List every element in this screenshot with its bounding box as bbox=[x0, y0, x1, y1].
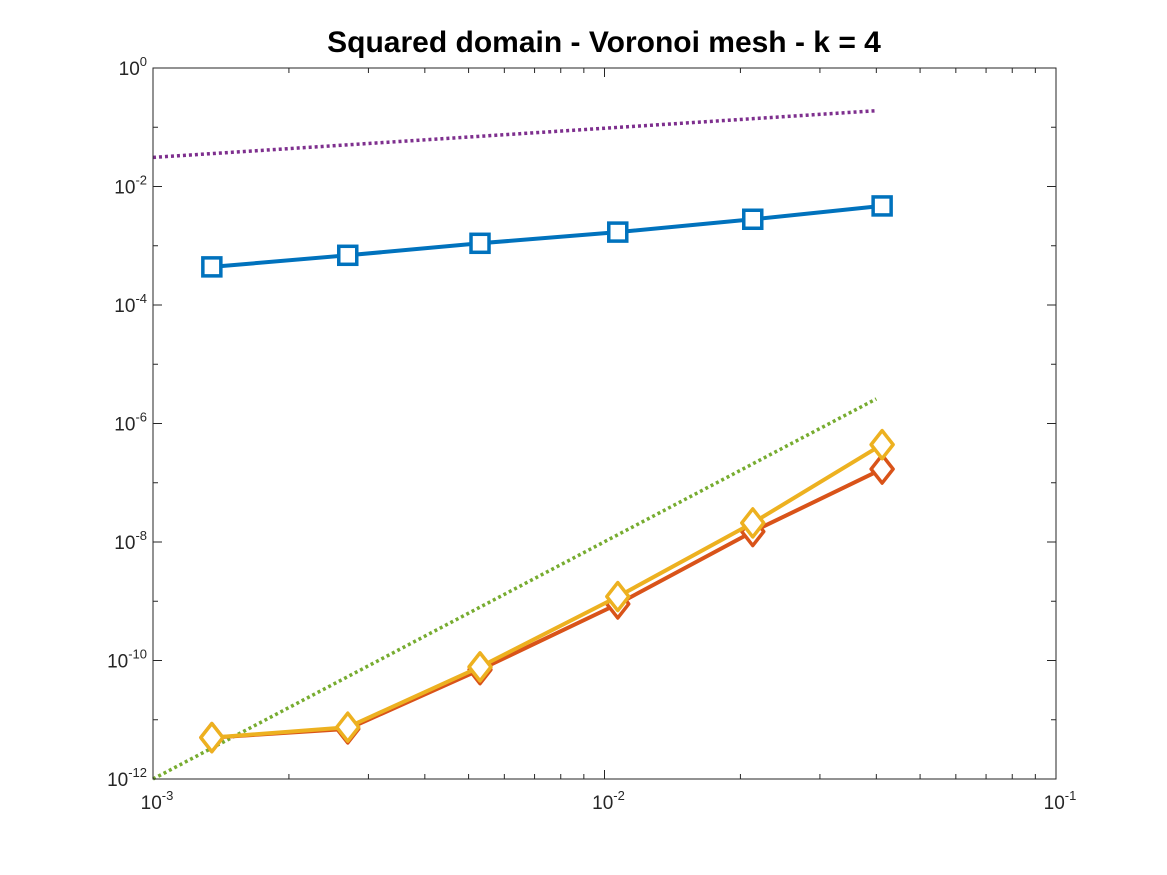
y-tick-label: 10-2 bbox=[114, 173, 147, 199]
series-1-point bbox=[607, 221, 629, 243]
series-1-point bbox=[469, 232, 491, 255]
series-4-line bbox=[211, 442, 884, 740]
series-4-point bbox=[869, 428, 895, 461]
series-4-point bbox=[740, 507, 766, 539]
plot-frame bbox=[152, 67, 1057, 780]
y-tick-label: 10-4 bbox=[114, 291, 147, 317]
y-tick-label: 100 bbox=[119, 54, 147, 80]
series-3-point bbox=[869, 453, 895, 485]
series-2-line bbox=[152, 397, 878, 781]
series-layer bbox=[152, 108, 895, 781]
y-tick-label: 10-12 bbox=[107, 765, 147, 791]
chart-title: Squared domain - Voronoi mesh - k = 4 bbox=[327, 26, 881, 59]
series-4-point bbox=[335, 711, 361, 743]
plot-area bbox=[153, 68, 1056, 779]
series-1-point bbox=[337, 244, 359, 267]
x-tick-label: 10-2 bbox=[592, 788, 625, 814]
series-0-line bbox=[152, 108, 877, 160]
series-1-point bbox=[871, 195, 893, 217]
y-tick-label: 10-8 bbox=[114, 528, 147, 554]
x-tick-label: 10-1 bbox=[1044, 788, 1077, 814]
x-tick-label: 10-3 bbox=[141, 788, 174, 814]
tick-labels: 10-3 10-2 10-1 100 10-2 10-4 10-6 10-8 10-10 10-1… bbox=[107, 54, 1076, 814]
series-4-point bbox=[605, 580, 631, 613]
series-1-point bbox=[742, 208, 764, 231]
y-tick-label: 10-6 bbox=[114, 410, 147, 436]
series-1-line bbox=[211, 203, 883, 269]
y-tick-label: 10-10 bbox=[107, 647, 147, 673]
series-1-point bbox=[201, 256, 223, 278]
series-4-point bbox=[199, 721, 225, 754]
series-4-point bbox=[467, 651, 493, 683]
